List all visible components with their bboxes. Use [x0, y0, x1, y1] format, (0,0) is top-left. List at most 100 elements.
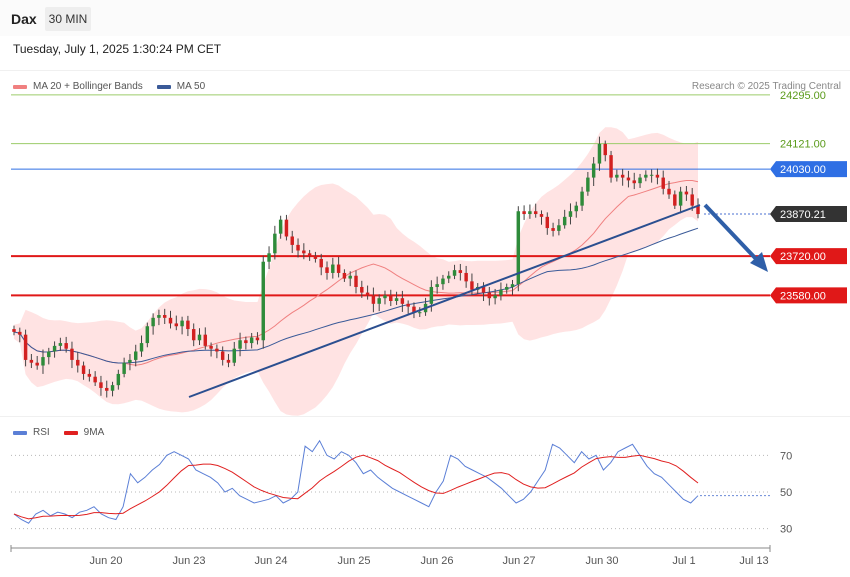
- candle-body: [319, 258, 323, 268]
- candle: [638, 173, 642, 188]
- candle-body: [360, 286, 364, 293]
- candle-body: [209, 345, 213, 349]
- candle: [493, 288, 497, 305]
- candle: [620, 168, 625, 186]
- candle-body: [597, 143, 602, 164]
- candle-body: [615, 174, 619, 178]
- candle-body: [377, 298, 381, 304]
- candle-body: [684, 191, 689, 195]
- candle: [116, 369, 121, 390]
- x-axis: Jun 20 Jun 23 Jun 24 Jun 25 Jun 26 Jun 27 Jun …: [10, 545, 771, 567]
- level-tag-23580-00: 23580.00: [770, 287, 847, 304]
- candle: [145, 322, 150, 348]
- legend-label-ma20: MA 20 + Bollinger Bands: [33, 81, 143, 92]
- candle: [661, 170, 665, 195]
- candle: [649, 169, 654, 183]
- candle-body: [412, 306, 416, 313]
- candle: [522, 205, 526, 220]
- candle-body: [696, 205, 700, 215]
- candle-body: [278, 219, 283, 234]
- price-chart-panel[interactable]: MA 20 + Bollinger Bands MA 50 Research ©…: [0, 70, 850, 416]
- candle-body: [568, 211, 573, 217]
- candle-body: [447, 275, 451, 279]
- candle-body: [400, 298, 405, 304]
- candle: [684, 186, 689, 201]
- rsi-tick-50: 50: [780, 487, 792, 499]
- candle: [586, 171, 590, 196]
- candle-body: [342, 272, 347, 279]
- level-tag-bg-24030-00: [770, 161, 847, 178]
- level-tag-bg-23580-00: [770, 287, 847, 304]
- candle: [273, 225, 277, 260]
- candle-body: [162, 315, 167, 318]
- candle-body: [452, 270, 457, 276]
- candle: [673, 190, 677, 209]
- candle-body: [394, 298, 399, 301]
- level-label-24295-00: 24295.00: [780, 90, 826, 102]
- candle: [464, 265, 468, 288]
- candle-body: [99, 382, 103, 388]
- legend-swatch-9ma: [63, 430, 78, 435]
- rsi-grid: 70 50 30: [11, 450, 792, 536]
- candle: [562, 209, 567, 229]
- candle: [278, 215, 283, 239]
- candle-body: [255, 337, 260, 341]
- level-label-23720-00: 23720.00: [780, 251, 826, 263]
- candle-body: [458, 270, 463, 273]
- candle: [412, 302, 416, 319]
- forecast-arrow-shaft: [703, 203, 760, 263]
- rsi-legend: RSI 9MA: [13, 427, 118, 438]
- candle: [284, 214, 289, 241]
- x-tick-label-jul-1: Jul 1: [672, 555, 695, 567]
- candle: [87, 369, 92, 382]
- candle: [452, 264, 457, 280]
- candle-body: [215, 348, 219, 352]
- candle: [545, 212, 550, 235]
- candle-body: [603, 143, 607, 156]
- candle-body: [522, 211, 526, 215]
- datetime-stamp: Tuesday, July 1, 2025 1:30:24 PM CET: [13, 42, 222, 56]
- top-toolbar: Dax 30 MIN: [0, 0, 850, 36]
- legend-item-ma50: MA 50: [156, 81, 206, 92]
- timeframe-button[interactable]: 30 MIN: [45, 7, 91, 31]
- candle: [18, 327, 22, 343]
- rsi-panel[interactable]: RSI 9MA 70 50 30 Jun 20 Jun 23 Jun 24 Jun 25 J…: [0, 416, 850, 577]
- candle: [539, 210, 544, 225]
- candle: [139, 335, 144, 357]
- candle-body: [464, 272, 468, 282]
- legend-item-ma20: MA 20 + Bollinger Bands: [13, 81, 143, 92]
- candle-body: [238, 340, 242, 349]
- candle-body: [499, 289, 503, 296]
- candle: [591, 157, 596, 186]
- candle-body: [220, 351, 225, 360]
- candle-body: [539, 214, 544, 217]
- legend-label-ma50: MA 50: [176, 81, 206, 92]
- candle: [435, 276, 439, 294]
- uptrend-line: [188, 204, 701, 398]
- candle-body: [284, 219, 289, 237]
- candle: [510, 279, 515, 296]
- level-tag-23870-21: 23870.21: [770, 205, 847, 222]
- candle-body: [116, 373, 121, 386]
- candle: [35, 355, 39, 370]
- candle-body: [180, 320, 184, 327]
- candle-body: [429, 286, 434, 304]
- candle: [226, 354, 231, 368]
- forecast-arrow-head: [750, 252, 768, 272]
- rsi-lines: [13, 439, 770, 524]
- candle-body: [76, 359, 80, 366]
- ma50-line: [13, 227, 699, 364]
- x-tick-label-jun-26: Jun 26: [420, 555, 453, 567]
- candle-body: [325, 267, 329, 273]
- x-tick-label-jun-24: Jun 24: [254, 555, 287, 567]
- candle: [360, 280, 364, 298]
- candle: [180, 316, 184, 335]
- price-levels: [11, 94, 770, 297]
- candle: [12, 325, 16, 336]
- candle: [580, 186, 584, 211]
- candle-body: [134, 351, 138, 360]
- candle-body: [510, 284, 515, 287]
- candle: [307, 249, 312, 261]
- candle-body: [383, 295, 387, 299]
- level-tag-23720-00: 23720.00: [770, 248, 847, 265]
